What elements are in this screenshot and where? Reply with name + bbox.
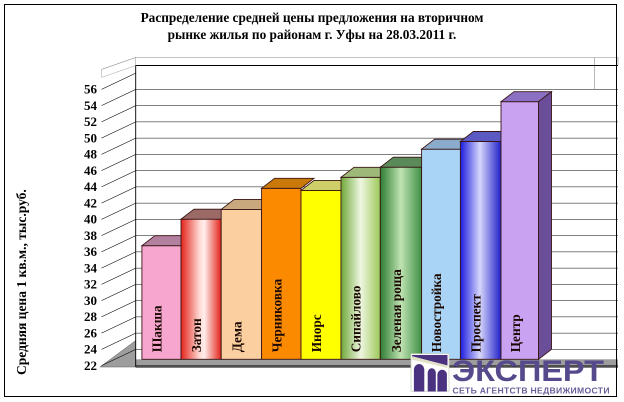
svg-text:Проспект: Проспект bbox=[469, 294, 484, 353]
svg-text:52: 52 bbox=[84, 114, 97, 129]
svg-text:Дема: Дема bbox=[229, 321, 244, 352]
svg-text:30: 30 bbox=[84, 293, 97, 308]
svg-text:Сипайлово: Сипайлово bbox=[349, 285, 364, 352]
svg-text:46: 46 bbox=[84, 163, 98, 178]
svg-text:54: 54 bbox=[84, 98, 98, 113]
svg-text:44: 44 bbox=[84, 179, 98, 194]
svg-text:Инорс: Инорс bbox=[309, 314, 324, 352]
svg-text:26: 26 bbox=[84, 325, 98, 340]
svg-text:Шакша: Шакша bbox=[149, 305, 164, 352]
svg-text:34: 34 bbox=[84, 260, 98, 275]
svg-text:36: 36 bbox=[84, 244, 98, 259]
svg-text:Затон: Затон bbox=[189, 318, 204, 352]
svg-text:28: 28 bbox=[84, 309, 98, 324]
svg-text:56: 56 bbox=[84, 82, 98, 97]
svg-text:48: 48 bbox=[84, 147, 98, 162]
svg-text:42: 42 bbox=[84, 195, 97, 210]
svg-text:50: 50 bbox=[84, 130, 97, 145]
svg-text:40: 40 bbox=[84, 212, 97, 227]
svg-text:Центр: Центр bbox=[508, 314, 523, 352]
svg-text:22: 22 bbox=[84, 358, 97, 373]
svg-text:Зеленая роща: Зеленая роща bbox=[389, 269, 404, 352]
svg-text:Черниковка: Черниковка bbox=[269, 278, 284, 352]
svg-text:Новостройка: Новостройка bbox=[429, 273, 444, 352]
svg-text:ЭКСПЕРТ: ЭКСПЕРТ bbox=[452, 355, 604, 388]
svg-text:38: 38 bbox=[84, 228, 98, 243]
svg-text:СЕТЬ АГЕНТСТВ НЕДВИЖИМОСТИ: СЕТЬ АГЕНТСТВ НЕДВИЖИМОСТИ bbox=[453, 386, 610, 396]
svg-text:32: 32 bbox=[84, 277, 97, 292]
svg-text:24: 24 bbox=[84, 342, 98, 357]
